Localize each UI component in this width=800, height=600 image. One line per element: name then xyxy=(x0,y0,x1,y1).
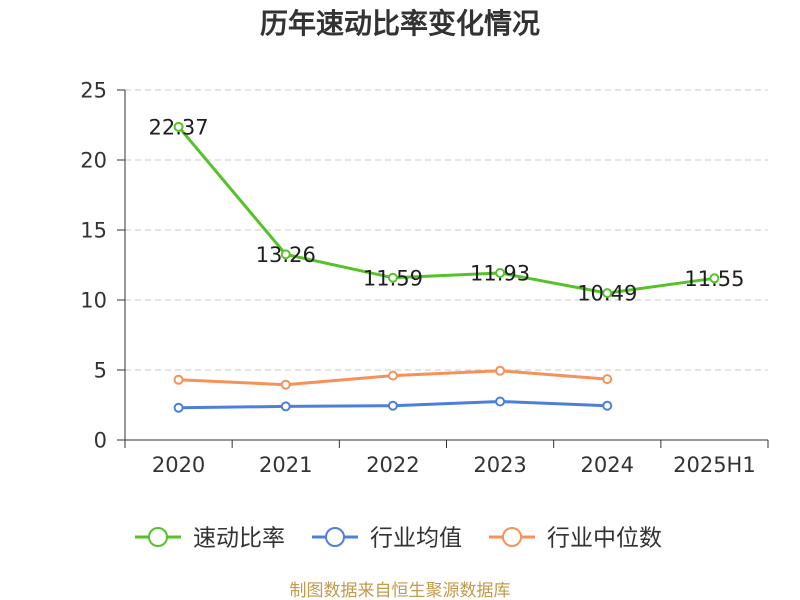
x-tick-label: 2021 xyxy=(259,453,312,477)
data-point xyxy=(495,396,506,407)
data-point xyxy=(495,365,506,376)
y-tick-label: 5 xyxy=(94,359,107,383)
legend-swatch-marker xyxy=(325,527,345,547)
x-axis: 2020 2021 2022 2023 2024 2025H1 xyxy=(124,439,769,477)
x-tick-label: 2025H1 xyxy=(673,453,756,477)
data-point xyxy=(602,374,613,385)
gridlines xyxy=(125,89,768,371)
y-tick-label: 0 xyxy=(94,429,107,453)
data-label: 11.55 xyxy=(684,267,744,291)
legend-swatch-marker xyxy=(502,527,522,547)
legend-item-industry-mean[interactable]: 行业均值 xyxy=(312,525,462,551)
data-label: 13.26 xyxy=(256,243,316,267)
data-point xyxy=(387,370,398,381)
data-point xyxy=(387,272,398,283)
data-label: 11.59 xyxy=(363,266,423,290)
data-point xyxy=(602,400,613,411)
y-tick-label: 20 xyxy=(80,149,107,173)
y-tick-label: 10 xyxy=(80,289,107,313)
data-point xyxy=(280,379,291,390)
data-label: 11.93 xyxy=(470,262,530,286)
data-point xyxy=(173,121,184,132)
legend-item-industry-median[interactable]: 行业中位数 xyxy=(489,525,662,551)
y-tick-label: 25 xyxy=(80,79,107,103)
data-point xyxy=(173,374,184,385)
data-label: 22.37 xyxy=(149,115,209,139)
chart-title: 历年速动比率变化情况 xyxy=(260,7,540,40)
data-point xyxy=(280,249,291,260)
legend-swatch-marker xyxy=(148,527,168,547)
data-point xyxy=(602,288,613,299)
x-tick-label: 2020 xyxy=(152,453,205,477)
data-point xyxy=(709,273,720,284)
plot-area xyxy=(173,121,720,413)
data-label: 10.49 xyxy=(577,282,637,306)
legend-label: 速动比率 xyxy=(193,525,285,551)
x-tick-label: 2023 xyxy=(473,453,526,477)
data-point xyxy=(173,402,184,413)
data-point xyxy=(280,401,291,412)
series-line xyxy=(177,125,715,295)
data-point xyxy=(495,267,506,278)
legend: 速动比率 行业均值 行业中位数 xyxy=(135,525,662,551)
data-point xyxy=(387,400,398,411)
x-tick-label: 2024 xyxy=(581,453,634,477)
legend-label: 行业均值 xyxy=(370,525,462,551)
data-labels: 22.37 13.26 11.59 11.93 10.49 11.55 xyxy=(149,115,745,305)
y-axis: 0 5 10 15 20 25 xyxy=(80,79,126,453)
x-tick-label: 2022 xyxy=(366,453,419,477)
legend-item-quick-ratio[interactable]: 速动比率 xyxy=(135,525,285,551)
source-footer: 制图数据来自恒生聚源数据库 xyxy=(290,581,511,600)
y-tick-label: 15 xyxy=(80,219,107,243)
legend-label: 行业中位数 xyxy=(547,525,662,551)
